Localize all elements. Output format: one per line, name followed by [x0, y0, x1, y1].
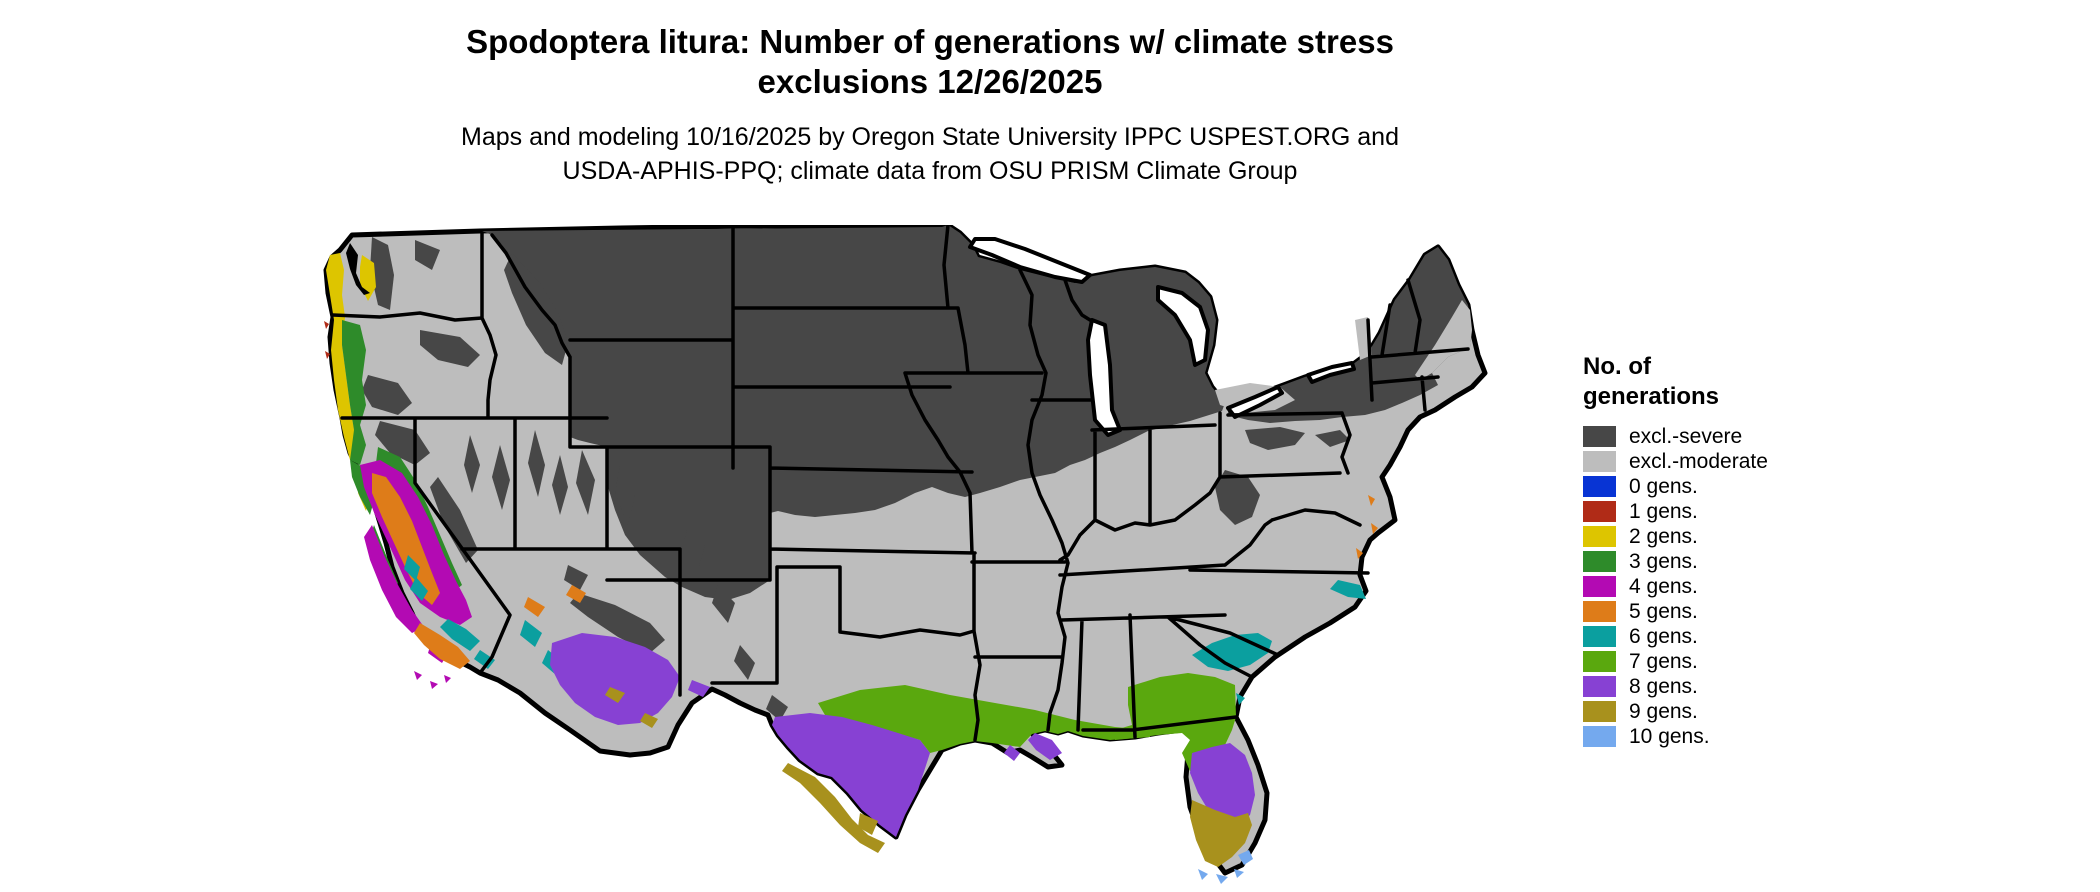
map-region-7-gens [818, 673, 1236, 771]
great-lakes [968, 237, 1356, 437]
map-region-1-gens [324, 321, 330, 359]
page-subtitle: Maps and modeling 10/16/2025 by Oregon S… [0, 120, 1860, 188]
legend-label: excl.-moderate [1629, 449, 1768, 473]
legend-label: excl.-severe [1629, 424, 1743, 448]
legend-color-swatch [1583, 476, 1616, 497]
legend-row: 3 gens. [1583, 549, 1843, 574]
state-borders [331, 225, 1470, 742]
legend-color-swatch [1583, 551, 1616, 572]
legend-label: 7 gens. [1629, 649, 1698, 673]
legend-row: 7 gens. [1583, 649, 1843, 674]
legend-label: 5 gens. [1629, 599, 1698, 623]
legend-row: 6 gens. [1583, 624, 1843, 649]
legend-row: 0 gens. [1583, 474, 1843, 499]
legend-label: 1 gens. [1629, 499, 1698, 523]
puget-sound [346, 243, 370, 295]
legend-color-swatch [1583, 601, 1616, 622]
legend-color-swatch [1583, 626, 1616, 647]
legend-items: excl.-severe excl.-moderate 0 gens. 1 ge… [1583, 424, 1843, 749]
map-region-9-gens [605, 687, 1252, 867]
legend-color-swatch [1583, 526, 1616, 547]
lake-erie [1226, 385, 1284, 419]
page-subtitle-line1: Maps and modeling 10/16/2025 by Oregon S… [461, 123, 1399, 151]
legend: No. of generations excl.-severe excl.-mo… [1583, 352, 1843, 749]
page-title-line2: exclusions 12/26/2025 [757, 63, 1103, 100]
legend-row: 8 gens. [1583, 674, 1843, 699]
legend-row: 10 gens. [1583, 724, 1843, 749]
lake-michigan [1086, 318, 1122, 437]
legend-color-swatch [1583, 676, 1616, 697]
legend-label: 8 gens. [1629, 674, 1698, 698]
lake-ontario [1306, 361, 1356, 384]
legend-row: 5 gens. [1583, 599, 1843, 624]
lake-huron [1156, 285, 1210, 367]
legend-title: No. of generations [1583, 352, 1843, 412]
page-title-line1: Spodoptera litura: Number of generations… [466, 23, 1394, 60]
legend-label: 10 gens. [1629, 724, 1710, 748]
legend-color-swatch [1583, 426, 1616, 447]
page-title: Spodoptera litura: Number of generations… [0, 22, 1860, 102]
legend-color-swatch [1583, 701, 1616, 722]
map-region-8-gens [550, 633, 1255, 837]
legend-color-swatch [1583, 651, 1616, 672]
legend-label: 3 gens. [1629, 549, 1698, 573]
legend-title-line2: generations [1583, 383, 1720, 410]
map-region-5-gens [372, 473, 1378, 669]
legend-label: 2 gens. [1629, 524, 1698, 548]
legend-title-line1: No. of [1583, 353, 1651, 380]
legend-label: 4 gens. [1629, 574, 1698, 598]
map-canvas [323, 225, 1488, 884]
legend-color-swatch [1583, 726, 1616, 747]
page-subtitle-line2: USDA-APHIS-PPQ; climate data from OSU PR… [562, 157, 1298, 185]
legend-row: excl.-moderate [1583, 449, 1843, 474]
map-region-10-gens [1198, 850, 1253, 884]
legend-color-swatch [1583, 501, 1616, 522]
legend-label: 9 gens. [1629, 699, 1698, 723]
lake-superior [968, 237, 1092, 284]
legend-row: excl.-severe [1583, 424, 1843, 449]
us-generations-map [320, 225, 1550, 885]
legend-row: 4 gens. [1583, 574, 1843, 599]
legend-color-swatch [1583, 451, 1616, 472]
legend-label: 6 gens. [1629, 624, 1698, 648]
legend-label: 0 gens. [1629, 474, 1698, 498]
legend-row: 1 gens. [1583, 499, 1843, 524]
legend-row: 9 gens. [1583, 699, 1843, 724]
legend-color-swatch [1583, 576, 1616, 597]
legend-row: 2 gens. [1583, 524, 1843, 549]
